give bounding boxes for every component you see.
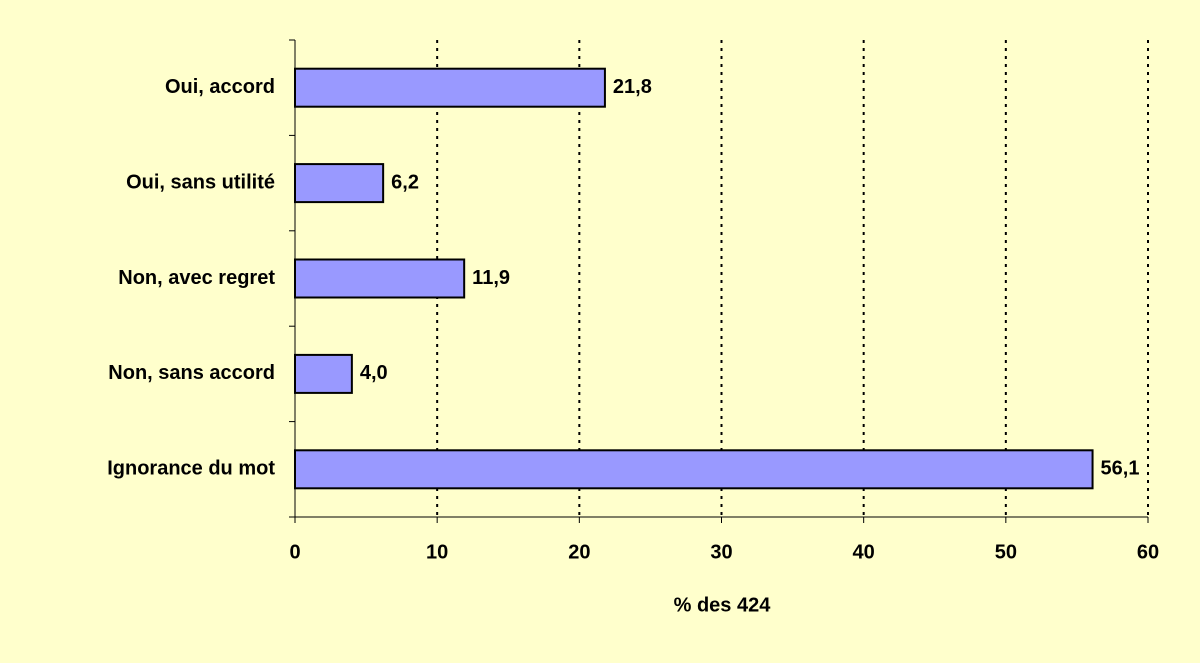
bar <box>294 163 385 204</box>
data-label: 11,9 <box>472 267 510 289</box>
data-label: 56,1 <box>1101 458 1140 480</box>
x-axis-label: % des 424 <box>674 594 772 616</box>
y-tick-label: Oui, sans utilité <box>126 171 275 193</box>
x-tick-label: 50 <box>995 541 1017 563</box>
y-tick-label: Non, avec regret <box>118 267 275 289</box>
data-label: 6,2 <box>391 171 419 193</box>
x-tick-label: 60 <box>1137 541 1159 563</box>
x-tick-label: 40 <box>853 541 875 563</box>
bar <box>294 258 466 299</box>
data-label: 21,8 <box>613 76 652 98</box>
y-tick-label: Oui, accord <box>165 76 275 98</box>
bar <box>294 67 606 108</box>
data-label: 4,0 <box>360 362 388 384</box>
x-tick-label: 10 <box>426 541 448 563</box>
y-tick-label: Ignorance du mot <box>107 458 275 480</box>
bar <box>294 353 353 394</box>
x-tick-label: 30 <box>710 541 732 563</box>
x-tick-label: 20 <box>568 541 590 563</box>
x-tick-label: 0 <box>289 541 300 563</box>
bar <box>294 449 1094 490</box>
y-tick-label: Non, sans accord <box>108 362 275 384</box>
